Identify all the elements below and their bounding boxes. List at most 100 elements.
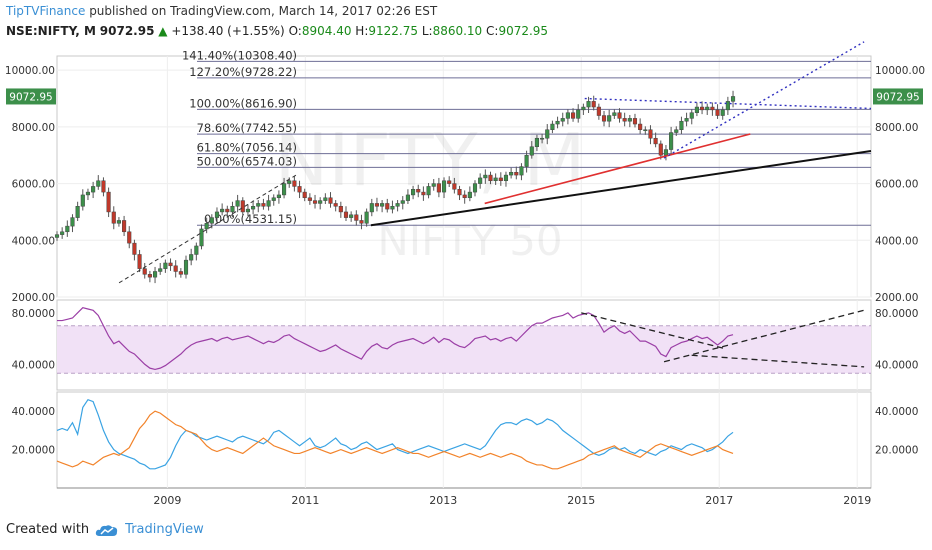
candle-body (607, 115, 612, 122)
candle-body (700, 106, 705, 111)
x-tick-label: 2013 (429, 494, 457, 507)
low-value: 8860.10 (432, 24, 483, 38)
dmi-line-blue (56, 398, 734, 470)
candle-body (251, 206, 256, 210)
candle-body (168, 262, 173, 267)
candle-body (452, 183, 457, 190)
up-arrow-icon: ▲ (158, 24, 168, 38)
candle-body (158, 268, 163, 272)
rsi-tick-right: 80.0000 (875, 308, 918, 320)
candle-body (540, 137, 545, 140)
candle-body (565, 112, 570, 119)
dmi-tick-right: 40.0000 (875, 406, 918, 418)
candle-body (622, 118, 627, 122)
candle-body (380, 203, 385, 207)
candle-body (127, 231, 132, 244)
candle-body (312, 200, 318, 204)
last-price-tag-right (873, 88, 923, 105)
candle-body (400, 200, 405, 204)
x-tick-label: 2019 (843, 494, 871, 507)
candle-body (359, 220, 364, 224)
tradingview-link[interactable]: TradingView (125, 522, 204, 537)
candle-body (137, 254, 142, 269)
x-tick-label: 2015 (567, 494, 595, 507)
candle-body (101, 180, 106, 193)
y-tick-label-right: 8000.00 (875, 122, 918, 134)
fib-level-label: 61.80%(7056.14) (197, 141, 297, 155)
candle-body (632, 118, 638, 125)
candle-body (323, 197, 328, 201)
candle-body (684, 118, 689, 122)
y-tick-label-left: 4000.00 (12, 235, 55, 247)
candle-body (122, 220, 127, 233)
candle-body (132, 242, 137, 255)
candle-body (364, 211, 369, 224)
close-label: C: (486, 24, 499, 38)
chart-header: TipTVFinance published on TradingView.co… (6, 4, 437, 18)
candle-body (405, 194, 410, 201)
candle-body (85, 191, 91, 196)
candle-body (436, 183, 441, 193)
candle-body (514, 171, 519, 176)
rsi-tick-right: 40.0000 (875, 359, 918, 371)
author-link[interactable]: TipTVFinance (6, 4, 86, 18)
candle-body (209, 217, 214, 224)
candle-body (214, 211, 220, 218)
candle-body (333, 203, 338, 207)
fib-level-label: 78.60%(7742.55) (197, 121, 297, 135)
candle-body (503, 174, 509, 182)
candle-body (591, 101, 596, 108)
candle-body (91, 186, 96, 193)
open-value: 8904.40 (301, 24, 352, 38)
candle-body (462, 194, 467, 199)
candle-body (142, 268, 147, 275)
candle-body (653, 137, 658, 145)
candle-body (643, 129, 648, 131)
candle-body (519, 166, 524, 176)
candle-body (183, 259, 189, 275)
candle-body (447, 180, 452, 184)
last-price-tag-left (6, 88, 56, 105)
dmi-tick-left: 40.0000 (12, 406, 55, 418)
candle-body (152, 271, 158, 278)
candle-body (426, 186, 431, 196)
candle-body (648, 129, 653, 139)
candle-body (679, 120, 684, 130)
candle-body (163, 262, 168, 269)
y-tick-label-left: 10000.00 (5, 65, 55, 77)
candle-body (483, 174, 488, 179)
fib-level-label: 100.00%(8616.90) (189, 96, 297, 110)
last-price-value: 9072.95 (9, 91, 52, 103)
candle-body (467, 191, 472, 199)
candle-body (173, 265, 178, 272)
candle-body (478, 177, 483, 184)
dmi-line-orange (56, 410, 734, 470)
candle-body (586, 101, 591, 108)
candle-body (581, 106, 586, 111)
rsi-trendline (691, 354, 865, 368)
candle-body (116, 220, 121, 224)
candle-body (354, 214, 359, 221)
candle-body (282, 183, 287, 196)
candle-body (457, 189, 462, 196)
candle-body (416, 189, 421, 193)
candle-body (256, 203, 261, 207)
rsi-tick-left: 80.0000 (12, 308, 55, 320)
candle-body (576, 109, 581, 119)
y-tick-label-right: 2000.00 (875, 292, 918, 304)
candle-body (529, 146, 534, 156)
candle-body (674, 129, 679, 133)
y-tick-label-left: 6000.00 (12, 179, 55, 191)
candle-body (54, 234, 60, 238)
candle-body (658, 143, 663, 156)
candle-body (220, 208, 225, 213)
candle-body (343, 211, 349, 218)
open-label: O: (288, 24, 302, 38)
candle-body (297, 186, 302, 193)
last-price-value: 9072.95 (876, 91, 919, 103)
rsi-trendline (663, 309, 865, 363)
high-value: 9122.75 (368, 24, 418, 38)
candle-body (245, 208, 250, 213)
candle-body (493, 177, 498, 182)
